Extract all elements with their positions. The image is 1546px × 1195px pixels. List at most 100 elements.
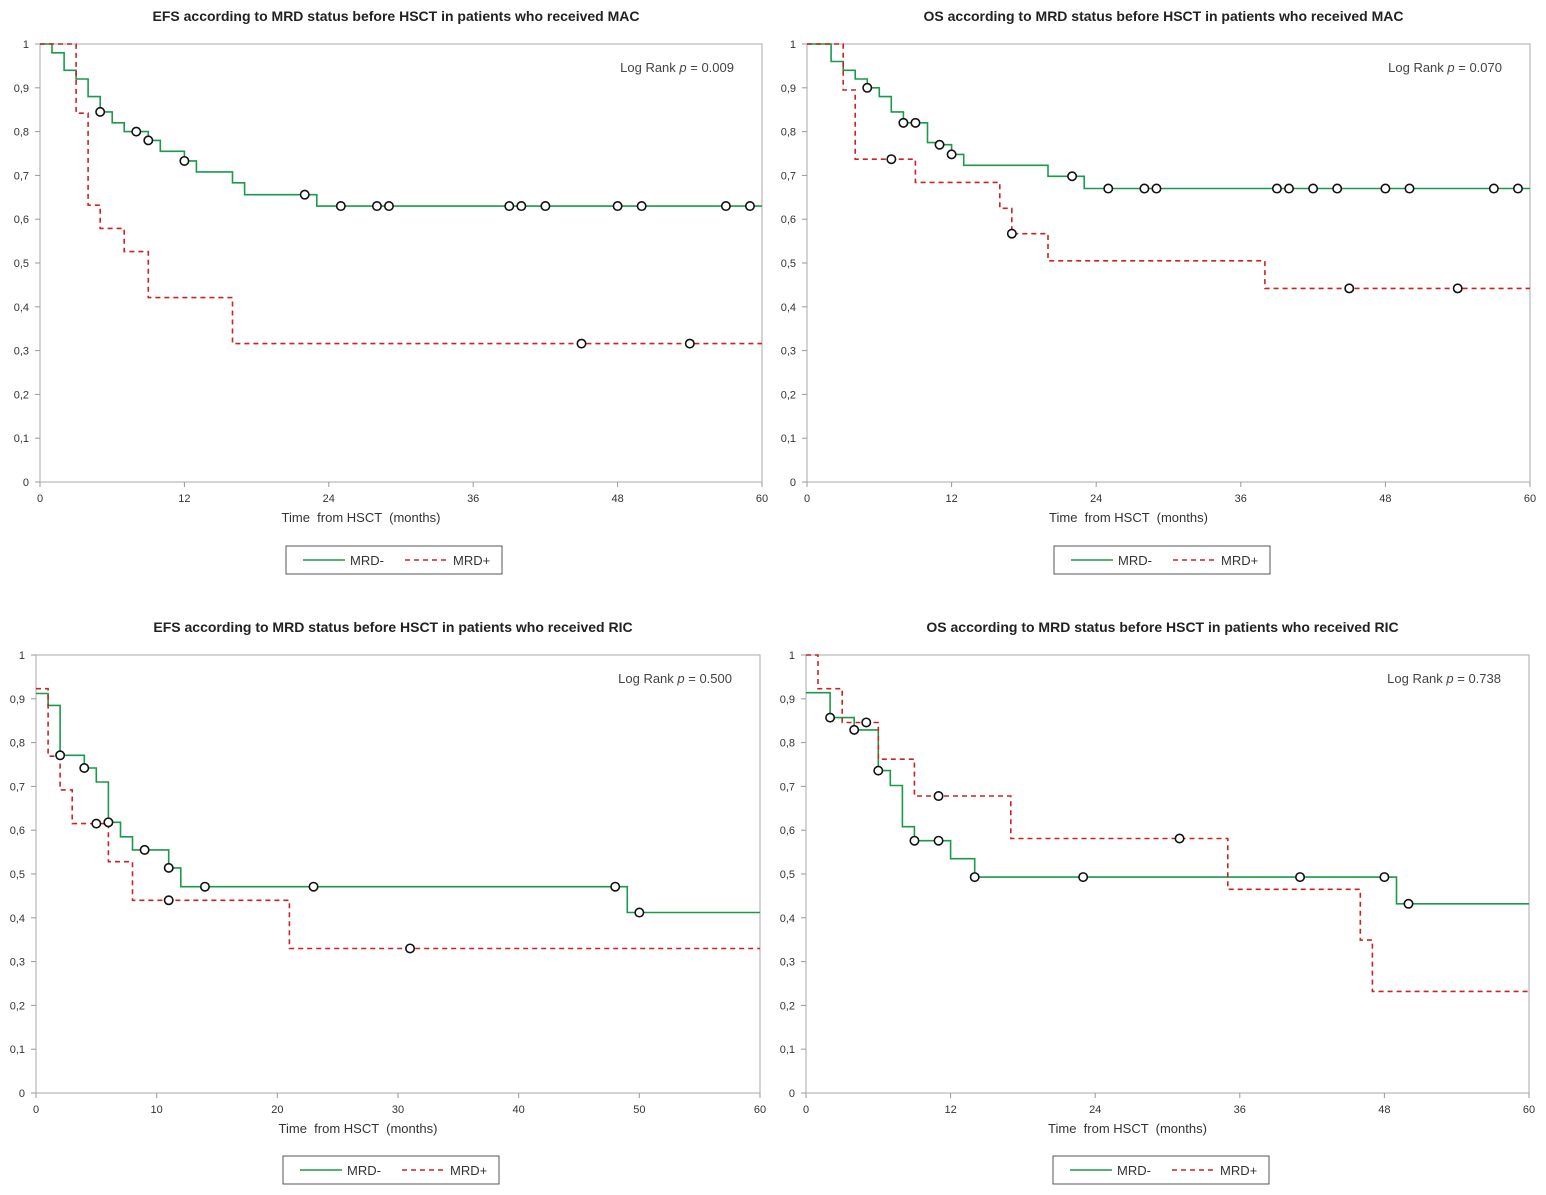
censor-mark bbox=[1174, 833, 1185, 844]
y-tick-label: 0,5 bbox=[780, 869, 795, 881]
censor-mark bbox=[405, 943, 416, 954]
x-tick-label: 20 bbox=[271, 1104, 283, 1116]
censor-mark bbox=[1403, 898, 1414, 909]
log-rank-value: = 0.009 bbox=[687, 60, 734, 75]
censor-mark bbox=[371, 201, 382, 212]
legend-label-mrd-neg: MRD- bbox=[1118, 553, 1152, 568]
legend: MRD- MRD+ bbox=[1053, 545, 1271, 575]
x-tick-label: 24 bbox=[1089, 1104, 1101, 1116]
x-tick-label: 12 bbox=[945, 493, 957, 505]
y-tick-label: 0 bbox=[790, 477, 796, 489]
x-tick-label: 50 bbox=[633, 1104, 645, 1116]
censor-mark bbox=[163, 895, 174, 906]
x-tick-label: 60 bbox=[1523, 1104, 1535, 1116]
log-rank-p: p bbox=[678, 60, 686, 75]
censor-mark bbox=[1344, 283, 1355, 294]
log-rank-annotation: Log Rank p = 0.070 bbox=[1388, 60, 1502, 75]
x-tick-label: 48 bbox=[1378, 1104, 1390, 1116]
censor-mark bbox=[143, 135, 154, 146]
y-tick-label: 1 bbox=[789, 650, 795, 662]
chart-os-ric: OS according to MRD status before HSCT i… bbox=[780, 619, 1535, 1185]
x-axis-label: Time from HSCT (months) bbox=[1048, 1121, 1207, 1136]
y-tick-label: 0 bbox=[19, 1088, 25, 1100]
censor-mark bbox=[55, 750, 66, 761]
y-tick-label: 0,8 bbox=[14, 127, 29, 139]
legend-label-mrd-neg: MRD- bbox=[1117, 1163, 1151, 1178]
censor-mark bbox=[199, 881, 210, 892]
censor-mark bbox=[1308, 183, 1319, 194]
censor-mark bbox=[139, 844, 150, 855]
legend-label-mrd-neg: MRD- bbox=[347, 1163, 381, 1178]
chart-title: OS according to MRD status before HSCT i… bbox=[926, 619, 1398, 635]
x-tick-label: 30 bbox=[392, 1104, 404, 1116]
censor-mark bbox=[91, 818, 102, 829]
censor-mark bbox=[636, 201, 647, 212]
chart-panel-efs-mac: EFS according to MRD status before HSCT … bbox=[0, 0, 770, 595]
survival-curve-mrd-neg bbox=[806, 691, 1529, 905]
x-tick-label: 0 bbox=[804, 493, 810, 505]
chart-title: EFS according to MRD status before HSCT … bbox=[153, 8, 640, 24]
y-tick-label: 0,4 bbox=[781, 302, 796, 314]
chart-efs-mac: EFS according to MRD status before HSCT … bbox=[14, 8, 768, 575]
censor-mark bbox=[825, 712, 836, 723]
censor-mark bbox=[103, 817, 114, 828]
censor-mark bbox=[1151, 183, 1162, 194]
censor-mark bbox=[1295, 872, 1306, 883]
censor-mark bbox=[612, 201, 623, 212]
y-tick-label: 0,3 bbox=[10, 957, 25, 969]
x-tick-label: 24 bbox=[323, 493, 335, 505]
censor-mark bbox=[1139, 183, 1150, 194]
censor-mark bbox=[744, 201, 755, 212]
x-tick-label: 36 bbox=[1234, 1104, 1246, 1116]
chart-panel-efs-ric: EFS according to MRD status before HSCT … bbox=[0, 612, 770, 1195]
censor-mark bbox=[79, 763, 90, 774]
censor-mark bbox=[1271, 183, 1282, 194]
legend-label-mrd-pos: MRD+ bbox=[1221, 553, 1258, 568]
x-tick-label: 0 bbox=[33, 1104, 39, 1116]
censor-mark bbox=[163, 862, 174, 873]
survival-curve-mrd-neg bbox=[807, 43, 1530, 190]
y-tick-label: 0,2 bbox=[781, 389, 796, 401]
x-tick-label: 24 bbox=[1090, 493, 1102, 505]
log-rank-annotation: Log Rank p = 0.738 bbox=[1387, 671, 1501, 686]
censor-mark bbox=[179, 155, 190, 166]
y-tick-label: 0,1 bbox=[780, 1044, 795, 1056]
y-tick-label: 0,9 bbox=[10, 694, 25, 706]
censor-mark bbox=[898, 117, 909, 128]
censor-mark bbox=[933, 791, 944, 802]
log-rank-value: = 0.070 bbox=[1455, 60, 1502, 75]
censor-mark bbox=[516, 201, 527, 212]
log-rank-prefix: Log Rank bbox=[1387, 671, 1446, 686]
y-tick-label: 0,7 bbox=[14, 170, 29, 182]
y-tick-label: 0,9 bbox=[780, 694, 795, 706]
legend: MRD- MRD+ bbox=[282, 1155, 500, 1185]
chart-efs-ric: EFS according to MRD status before HSCT … bbox=[10, 619, 766, 1185]
censor-mark bbox=[1512, 183, 1523, 194]
x-axis-label: Time from HSCT (months) bbox=[1049, 510, 1208, 525]
x-tick-label: 36 bbox=[467, 493, 479, 505]
legend-label-mrd-neg: MRD- bbox=[350, 553, 384, 568]
plot-area-border bbox=[806, 43, 1531, 483]
chart-title: OS according to MRD status before HSCT i… bbox=[924, 8, 1404, 24]
censor-mark bbox=[909, 835, 920, 846]
y-tick-label: 0,4 bbox=[10, 913, 25, 925]
y-tick-label: 0,2 bbox=[14, 389, 29, 401]
survival-curve-mrd-pos bbox=[807, 43, 1530, 290]
legend-label-mrd-pos: MRD+ bbox=[450, 1163, 487, 1178]
chart-title: EFS according to MRD status before HSCT … bbox=[153, 619, 632, 635]
legend: MRD- MRD+ bbox=[1052, 1155, 1270, 1185]
censor-mark bbox=[1067, 171, 1078, 182]
y-tick-label: 0,9 bbox=[14, 83, 29, 95]
y-tick-label: 0 bbox=[789, 1088, 795, 1100]
survival-curve-mrd-pos bbox=[40, 43, 762, 345]
y-tick-label: 0,5 bbox=[781, 258, 796, 270]
log-rank-annotation: Log Rank p = 0.009 bbox=[620, 60, 734, 75]
y-tick-label: 0,3 bbox=[781, 346, 796, 358]
log-rank-p: p bbox=[1446, 60, 1454, 75]
survival-curve-mrd-pos bbox=[36, 687, 760, 950]
plot-area-border bbox=[35, 654, 761, 1094]
x-tick-label: 12 bbox=[178, 493, 190, 505]
legend-label-mrd-pos: MRD+ bbox=[453, 553, 490, 568]
survival-curve-mrd-pos bbox=[806, 654, 1529, 993]
chart-os-mac: OS according to MRD status before HSCT i… bbox=[781, 8, 1536, 575]
